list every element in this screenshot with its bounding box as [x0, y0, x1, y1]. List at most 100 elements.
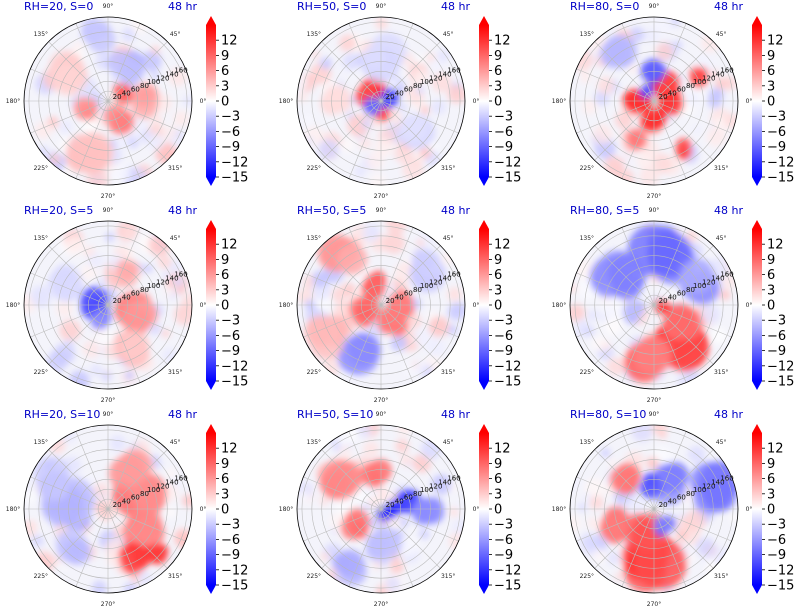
noise-cell [579, 71, 592, 84]
angular-gridline [594, 304, 655, 365]
anomaly-blob [122, 307, 151, 336]
angular-gridline [348, 508, 382, 587]
noise-cell [415, 86, 425, 95]
anomaly-blob [114, 452, 148, 485]
noise-cell [58, 120, 73, 134]
radial-tick-label: 80 [686, 490, 695, 498]
colorbar-tick-label: 0 [221, 299, 229, 314]
panel-title: RH=50, S=0 [297, 0, 366, 13]
noise-cell [386, 107, 400, 121]
anomaly-blob [366, 275, 386, 295]
colorbar-extend-min [206, 381, 216, 390]
colorbar-tick-label: 0 [494, 503, 502, 518]
colorbar-tick-label: −12 [494, 563, 521, 578]
angular-gridline [653, 100, 714, 161]
anomaly-blob [622, 301, 642, 321]
colorbar-tick-label: −9 [221, 344, 240, 359]
angle-tick-label: 315° [441, 369, 455, 376]
noise-cell [173, 110, 190, 127]
radial-tick-label: 100 [147, 486, 160, 494]
noise-cell [651, 425, 668, 436]
colorbar-gradient [479, 229, 489, 381]
radial-tick-label: 100 [420, 282, 433, 290]
anomaly-blob [376, 309, 402, 335]
radial-tick-label: 20 [113, 297, 122, 305]
colorbar-tick-label: 6 [494, 268, 502, 283]
colorbar-gradient [479, 433, 489, 585]
angle-tick-label: 135° [307, 31, 321, 38]
radial-tick-label: 140 [711, 275, 724, 283]
angular-gridline [380, 304, 414, 383]
radial-tick-label: 40 [122, 89, 131, 97]
radial-tick-label: 40 [395, 497, 404, 505]
radial-tick-label: 160 [720, 67, 733, 75]
angle-tick-label: 0° [746, 98, 753, 105]
noise-cell [59, 319, 81, 342]
noise-cell [604, 317, 623, 336]
noise-cell [82, 340, 101, 359]
angular-gridline [321, 508, 382, 569]
colorbar-tick-label: −6 [221, 125, 240, 140]
noise-cell [144, 264, 154, 273]
radial-tick-label: 140 [711, 479, 724, 487]
angular-gridline [321, 304, 382, 365]
radial-tick-label: 140 [165, 275, 178, 283]
anomaly-blob [399, 113, 429, 142]
angle-tick-label: 315° [441, 573, 455, 580]
radial-tick-label: 60 [677, 290, 686, 298]
polar-panel: 0°45°90°135°180°225°270°315°20 40 60 801001… [552, 0, 795, 200]
angle-tick-label: 225° [34, 573, 48, 580]
angular-gridline [380, 431, 414, 510]
angle-tick-label: 225° [580, 573, 594, 580]
colorbar-tick-label: 0 [494, 299, 502, 314]
noise-cell [448, 532, 465, 551]
angle-tick-label: 315° [441, 165, 455, 172]
radial-tick-label: 160 [447, 475, 460, 483]
angle-tick-label: 180° [552, 98, 566, 105]
colorbar-tick-label: −12 [767, 563, 794, 578]
angle-tick-label: 90° [103, 207, 114, 214]
angular-gridline [75, 227, 109, 306]
radial-tick-label: 20 [386, 501, 395, 509]
noise-cell [173, 276, 184, 287]
angular-gridline [303, 68, 382, 102]
anomaly-blob [615, 462, 642, 489]
panel-title: RH=80, S=0 [570, 0, 639, 13]
radial-tick-label: 160 [174, 67, 187, 75]
angle-tick-label: 135° [307, 235, 321, 242]
anomaly-blob [604, 34, 638, 68]
noise-cell [161, 329, 171, 338]
noise-cell [104, 232, 115, 242]
angle-tick-label: 225° [307, 573, 321, 580]
angular-gridline [30, 272, 109, 306]
anomaly-blob [323, 86, 344, 107]
noise-cell [312, 270, 329, 288]
noise-cell [413, 328, 432, 348]
colorbar-tick-label: 6 [494, 64, 502, 79]
radial-tick-label: 20 [659, 93, 668, 101]
noise-cell [366, 152, 385, 170]
angular-gridline [107, 100, 141, 179]
angle-tick-label: 45° [170, 439, 181, 446]
noise-cell [624, 495, 647, 518]
colorbar-extend-max [479, 220, 489, 229]
noise-cell [389, 559, 405, 574]
radial-tick-label: 100 [420, 78, 433, 86]
noise-cell [101, 370, 113, 382]
angular-gridline [380, 304, 441, 365]
anomaly-blob [664, 316, 688, 340]
angular-gridline [48, 245, 109, 306]
radial-tick-label: 60 [677, 494, 686, 502]
noise-cell [94, 325, 115, 346]
anomaly-blob [412, 500, 433, 520]
colorbar-tick-label: −15 [767, 579, 794, 594]
noise-cell [417, 54, 426, 64]
radial-tick-label: 80 [686, 286, 695, 294]
angle-tick-label: 315° [168, 369, 182, 376]
noise-cell [721, 273, 737, 289]
noise-cell [81, 117, 97, 134]
colorbar-extend-min [752, 381, 762, 390]
noise-cell [587, 309, 599, 321]
